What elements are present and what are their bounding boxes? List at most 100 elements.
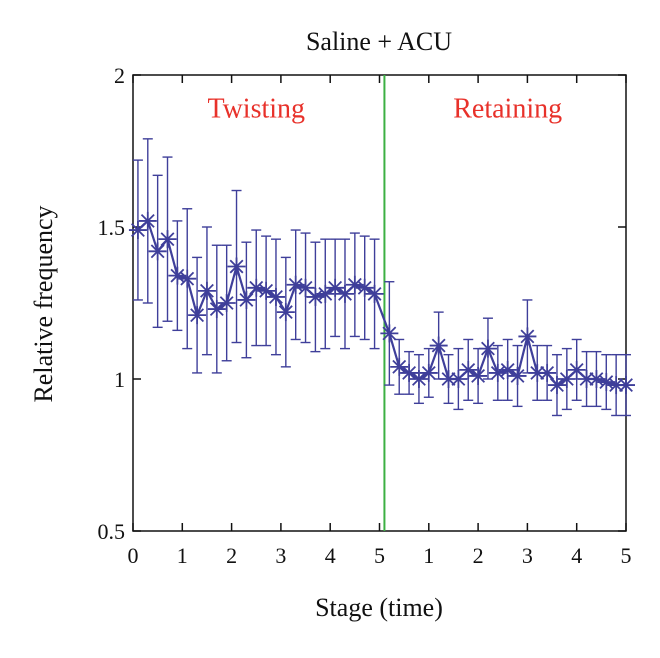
y-tick-label: 0.5 — [98, 519, 126, 544]
data-point-stroke — [239, 293, 254, 307]
data-point — [128, 221, 147, 240]
x-tick-label: 0 — [128, 543, 139, 568]
data-point-stroke — [530, 365, 545, 380]
data-point-stroke — [308, 289, 323, 304]
data-point-stroke — [481, 341, 495, 356]
data-point — [498, 360, 517, 379]
x-tick-label: 1 — [177, 543, 188, 568]
data-point — [380, 324, 399, 343]
data-point — [217, 294, 236, 312]
data-point — [138, 211, 157, 230]
data-point-stroke — [540, 365, 555, 380]
data-point-stroke — [609, 378, 624, 393]
data-point-stroke — [402, 365, 417, 380]
data-point — [518, 327, 537, 346]
data-point — [266, 287, 285, 306]
data-point-stroke — [160, 232, 175, 247]
phase-label-twisting: Twisting — [207, 94, 305, 125]
data-point — [326, 278, 345, 297]
data-point-stroke — [431, 338, 446, 353]
data-point — [355, 278, 374, 297]
data-point-stroke — [318, 286, 333, 301]
data-point-stroke — [328, 280, 343, 295]
data-point — [237, 290, 256, 309]
data-point-stroke — [520, 329, 535, 344]
data-point — [365, 284, 384, 303]
data-point-stroke — [249, 280, 264, 295]
x-axis-title: Stage (time) — [315, 593, 443, 622]
data-point-stroke — [229, 259, 244, 274]
data-point-stroke — [298, 280, 313, 295]
y-tick-label: 1.5 — [98, 215, 126, 240]
data-point-stroke — [209, 302, 224, 317]
data-point-stroke — [589, 372, 604, 386]
x-tick-label: 2 — [226, 543, 237, 568]
x-tick-label: 2 — [473, 543, 484, 568]
data-point — [227, 257, 246, 276]
data-point-stroke — [510, 369, 525, 383]
data-point-stroke — [619, 378, 633, 393]
data-point-stroke — [382, 326, 397, 341]
data-point — [276, 303, 295, 322]
y-tick-label: 2 — [114, 63, 125, 88]
data-point-stroke — [461, 362, 476, 377]
data-point — [617, 376, 635, 395]
data-point — [286, 275, 305, 294]
data-point — [567, 360, 586, 379]
data-point — [547, 376, 566, 395]
data-point-stroke — [150, 244, 165, 259]
data-point-stroke — [259, 283, 274, 298]
data-point-stroke — [269, 289, 283, 304]
data-point-stroke — [170, 268, 185, 283]
data-point — [178, 269, 197, 288]
data-point-stroke — [421, 365, 436, 380]
plot-area: 0.5 1 1.5 2 0 1 2 3 4 5 1 2 3 4 5 Twisting Retaining — [98, 63, 635, 568]
data-point-stroke — [412, 372, 426, 386]
phase-label-retaining: Retaining — [453, 94, 562, 125]
data-point-stroke — [200, 283, 214, 298]
y-axis-title: Relative frequency — [29, 205, 58, 402]
x-tick-label: 5 — [374, 543, 385, 568]
data-point-stroke — [579, 372, 594, 386]
data-point — [459, 360, 478, 379]
data-point — [168, 266, 187, 285]
data-point — [469, 366, 488, 385]
data-point-stroke — [441, 372, 456, 386]
data-point-stroke — [357, 280, 372, 295]
chart-title: Saline + ACU — [306, 27, 452, 56]
x-tick-label: 1 — [423, 543, 434, 568]
data-point — [409, 370, 428, 388]
data-point — [158, 230, 177, 249]
data-point — [508, 366, 527, 385]
data-point-stroke — [599, 375, 614, 389]
data-point-stroke — [471, 369, 486, 383]
data-point — [207, 300, 226, 319]
data-point-stroke — [500, 362, 515, 377]
x-tick-label: 5 — [621, 543, 632, 568]
x-tick-label: 3 — [522, 543, 533, 568]
data-point — [257, 281, 276, 300]
x-tick-label: 4 — [571, 543, 582, 568]
data-point — [538, 363, 557, 382]
data-point — [400, 363, 419, 382]
data-point-stroke — [219, 296, 234, 310]
data-point-stroke — [367, 286, 382, 301]
data-point — [390, 357, 409, 376]
data-point — [478, 339, 497, 358]
data-point — [429, 336, 448, 355]
data-point-stroke — [347, 277, 362, 292]
y-tick-label: 1 — [114, 367, 125, 392]
data-point — [247, 278, 266, 297]
data-point-stroke — [140, 213, 155, 228]
x-tick-label: 4 — [325, 543, 336, 568]
data-point — [316, 284, 335, 303]
data-point — [419, 363, 438, 382]
data-point-stroke — [490, 365, 505, 380]
data-point — [197, 281, 216, 300]
data-point-stroke — [392, 359, 407, 374]
data-point-stroke — [180, 271, 195, 286]
data-point-stroke — [569, 362, 584, 377]
data-point — [148, 242, 167, 261]
data-point-stroke — [190, 308, 205, 323]
